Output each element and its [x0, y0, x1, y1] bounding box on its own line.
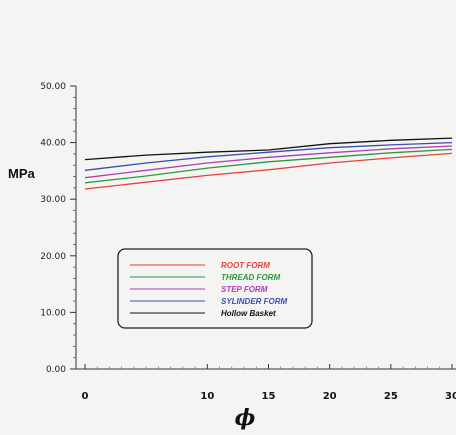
x-axis: 0 10 15 20 25 30: [76, 364, 456, 402]
y-axis: 0.00 10.00 20.00 30.00 40.00 50.00: [40, 82, 77, 375]
legend-label: Hollow Basket: [221, 309, 276, 318]
series-line-0: [84, 152, 453, 190]
series-line-1: [84, 148, 453, 184]
x-axis-label: ϕ: [235, 405, 256, 431]
x-tick-label: 30: [445, 391, 456, 402]
series-line-3: [84, 141, 453, 171]
legend-label: THREAD FORM: [221, 273, 280, 282]
y-tick-label: 20.00: [40, 252, 66, 262]
y-tick-label: 30.00: [40, 195, 66, 205]
series-layer: [84, 137, 453, 190]
legend-box: [117, 248, 313, 329]
y-tick-label: 0.00: [46, 365, 66, 375]
x-tick-label: 15: [262, 391, 276, 402]
x-tick-label: 0: [82, 391, 89, 402]
y-tick-label: 10.00: [40, 308, 66, 318]
x-tick-label: 10: [200, 391, 214, 402]
x-tick-label: 25: [384, 391, 398, 402]
legend: ROOT FORM THREAD FORM STEP FORM SYLINDER FO…: [117, 248, 313, 329]
y-axis-label: MPa: [8, 166, 36, 181]
legend-label: ROOT FORM: [221, 261, 270, 270]
x-tick-label: 20: [323, 391, 337, 402]
series-line-4: [84, 137, 453, 161]
series-line-2: [84, 145, 453, 179]
legend-label: SYLINDER FORM: [221, 297, 288, 306]
y-tick-label: 40.00: [40, 139, 66, 149]
y-tick-label: 50.00: [40, 82, 66, 92]
legend-label: STEP FORM: [221, 285, 268, 294]
